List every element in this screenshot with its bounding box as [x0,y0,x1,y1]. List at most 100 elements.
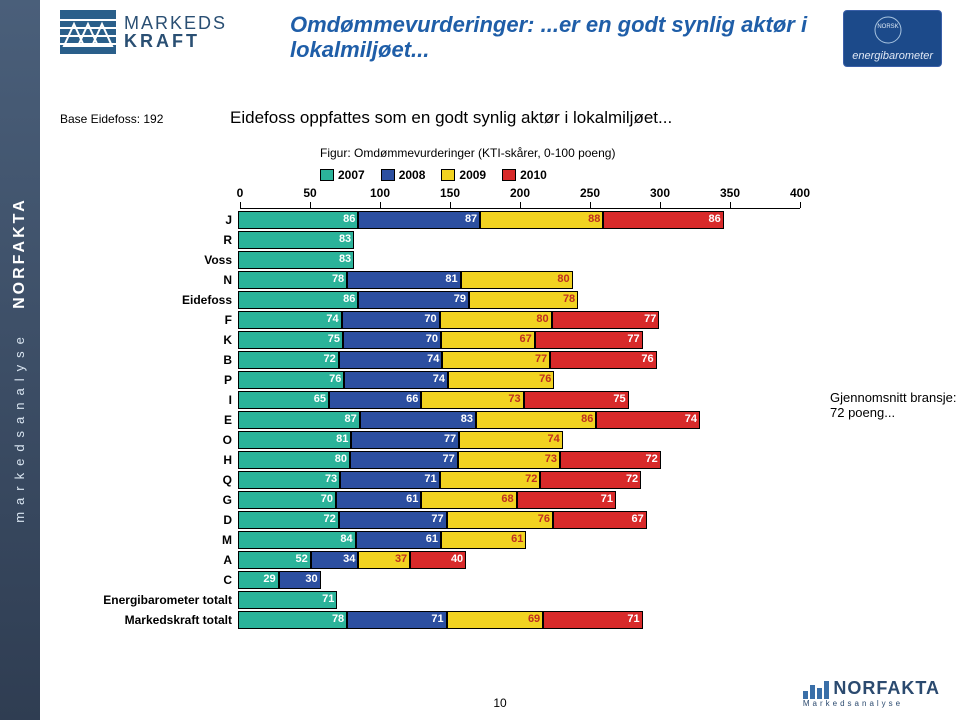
bar-segment: 77 [442,351,550,369]
bar-value: 83 [461,413,473,425]
bar-value: 71 [601,493,613,505]
bar-value: 87 [465,213,477,225]
bar-value: 74 [427,353,439,365]
bar-value: 75 [328,333,340,345]
bar-value: 75 [613,393,625,405]
row-bars: 83 [238,251,820,269]
row-label: J [100,213,238,227]
row-bars: 70 61 68 71 [238,491,820,509]
legend-item: 2010 [502,168,547,182]
bar-segment: 37 [358,551,410,569]
x-tick: 300 [650,186,670,200]
x-tick: 0 [237,186,244,200]
bar-value: 83 [339,233,351,245]
bar-segment: 77 [351,431,459,449]
bar-segment: 74 [238,311,342,329]
bar-value: 73 [545,453,557,465]
row-label: R [100,233,238,247]
table-row: B72 74 77 76 [100,350,820,370]
table-row: R 83 [100,230,820,250]
bar-segment: 80 [440,311,552,329]
bar-segment: 72 [238,351,339,369]
bar-value: 34 [343,553,355,565]
bar-segment: 61 [356,531,441,549]
bar-value: 76 [641,353,653,365]
bar-value: 40 [451,553,463,565]
bar-value: 61 [511,533,523,545]
row-label: N [100,273,238,287]
bar-value: 71 [424,473,436,485]
header: MARKEDS KRAFT Omdømmevurderinger: ...er … [40,0,960,110]
bar-value: 68 [501,493,513,505]
bar-segment: 73 [458,451,560,469]
bar-value: 37 [395,553,407,565]
bar-segment: 52 [238,551,311,569]
bar-value: 77 [535,353,547,365]
bar-value: 88 [588,213,600,225]
bar-value: 72 [646,453,658,465]
bar-value: 61 [406,493,418,505]
bar-value: 71 [627,613,639,625]
row-label: B [100,353,238,367]
bar-segment: 81 [347,271,460,289]
row-bars: 87 83 86 74 [238,411,820,429]
legend-item: 2008 [381,168,426,182]
bar-segment: 34 [311,551,359,569]
bar-segment: 74 [459,431,563,449]
left-vertical-band: markedsanalyse NORFAKTA [0,0,40,720]
bar-value: 86 [581,413,593,425]
base-label: Base Eidefoss: 192 [60,112,163,126]
table-row: E87838674 [100,410,820,430]
row-label: Voss [100,253,238,267]
logo-mk-bottom: KRAFT [124,32,227,50]
bar-segment: 77 [350,451,458,469]
bar-value: 66 [406,393,418,405]
bar-value: 76 [539,373,551,385]
average-note: Gjennomsnitt bransje: 72 poeng... [830,390,960,420]
row-bars: 75706777 [238,331,820,349]
table-row: J86878886 [100,210,820,230]
row-label: O [100,433,238,447]
bar-value: 74 [548,433,560,445]
bar-segment: 70 [342,311,440,329]
row-label: H [100,453,238,467]
x-tick: 100 [370,186,390,200]
bar-segment: 70 [238,491,336,509]
bar-value: 87 [345,413,357,425]
bar-value: 80 [335,453,347,465]
row-label: M [100,533,238,547]
bar-segment: 76 [550,351,656,369]
bar-value: 81 [336,433,348,445]
slide-page: MARKEDS KRAFT Omdømmevurderinger: ...er … [40,0,960,720]
table-row: I65667375 [100,390,820,410]
row-bars: 73717272 [238,471,820,489]
subtitle: Eidefoss oppfattes som en godt synlig ak… [230,108,672,128]
row-label: A [100,553,238,567]
bar-value: 84 [340,533,352,545]
row-bars: 867978 [238,291,820,309]
bar-segment: 72 [560,451,661,469]
bar-segment: 71 [347,611,446,629]
bar-segment: 61 [441,531,526,549]
bar-value: 67 [632,513,644,525]
bar-value: 86 [709,213,721,225]
bar-segment: 74 [339,351,443,369]
bar-value: 74 [433,373,445,385]
bar-value: 74 [685,413,697,425]
bar-segment: 87 [358,211,480,229]
page-number: 10 [493,696,506,710]
table-row: Markedskraft totalt78716971 [100,610,820,630]
bar-value: 70 [321,493,333,505]
norfakta-bars-icon [803,679,829,699]
bar-segment: 75 [238,331,343,349]
table-row: H 80 77 73 72 [100,450,820,470]
bar-segment: 67 [553,511,647,529]
bar-segment: 72 [238,511,339,529]
x-tick: 200 [510,186,530,200]
bar-value: 77 [627,333,639,345]
bar-segment: 65 [238,391,329,409]
x-axis: 050100150200250300350400 [240,186,800,202]
bar-value: 77 [443,453,455,465]
row-label: Markedskraft totalt [100,613,238,627]
bar-segment: 84 [238,531,356,549]
